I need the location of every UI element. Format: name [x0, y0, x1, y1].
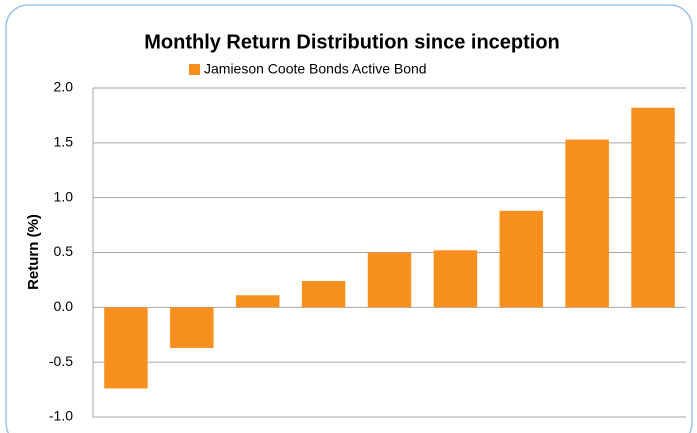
legend-label: Jamieson Coote Bonds Active Bond: [204, 61, 427, 77]
y-tick-label: 2.0: [54, 79, 74, 95]
bar: [631, 107, 675, 308]
bar: [235, 295, 280, 308]
bar: [433, 250, 478, 308]
y-tick-label: 0.5: [54, 243, 74, 259]
bar: [301, 281, 346, 308]
bar: [367, 252, 412, 308]
bar: [104, 307, 148, 389]
chart-title: Monthly Return Distribution since incept…: [144, 31, 560, 53]
bar: [565, 139, 609, 308]
y-tick-label: 1.5: [54, 134, 74, 150]
y-tick-label: 1.0: [54, 188, 74, 204]
y-axis-label: Return (%): [25, 214, 42, 290]
bar: [170, 307, 214, 348]
y-tick-label: 0.0: [54, 298, 74, 314]
y-tick-label: -0.5: [49, 353, 73, 369]
legend-swatch: [189, 64, 200, 75]
y-tick-label: -1.0: [49, 408, 73, 424]
bar: [499, 210, 544, 308]
